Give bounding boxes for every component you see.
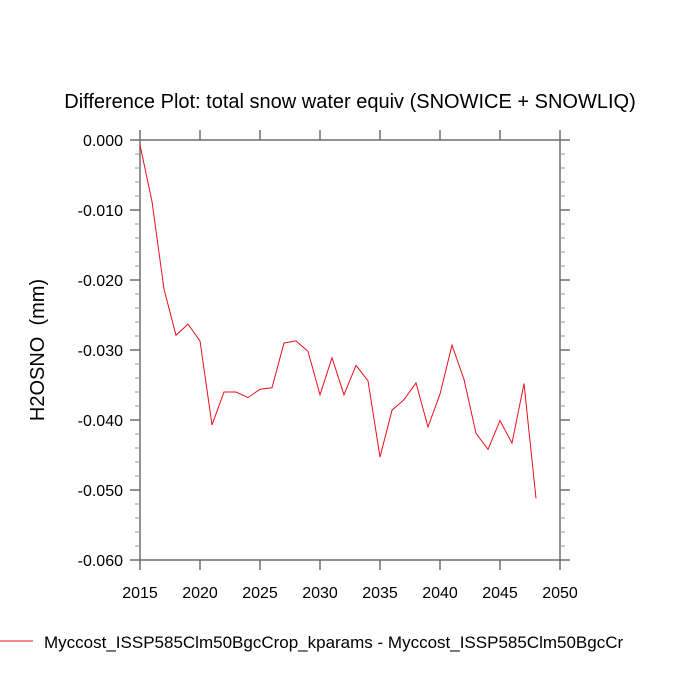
x-tick-label: 2030 (302, 585, 338, 602)
y-tick-labels: 0.000 -0.010 -0.020 -0.030 -0.040 -0.050 -0.06… (78, 133, 123, 570)
y-tick-label: 0.000 (83, 133, 123, 150)
x-tick-label: 2025 (242, 585, 278, 602)
axes (139, 139, 561, 561)
x-tick-label: 2020 (182, 585, 218, 602)
x-tick-label: 2015 (122, 585, 158, 602)
series-layer (139, 144, 537, 499)
series-line (139, 144, 537, 499)
ticks (130, 130, 570, 570)
legend: Myccost_ISSP585Clm50BgcCrop_kparams - My… (0, 633, 624, 652)
y-tick-label: -0.030 (78, 343, 123, 360)
y-axis-label: H2OSNO (mm) (27, 279, 49, 421)
x-tick-label: 2040 (422, 585, 458, 602)
x-tick-label: 2035 (362, 585, 398, 602)
y-tick-label: -0.050 (78, 483, 123, 500)
y-tick-label: -0.040 (78, 413, 123, 430)
y-tick-label: -0.060 (78, 553, 123, 570)
chart-title: Difference Plot: total snow water equiv … (64, 91, 635, 113)
x-tick-labels: 2015 2020 2025 2030 2035 2040 2045 2050 (122, 585, 578, 602)
x-tick-label: 2050 (542, 585, 578, 602)
x-tick-label: 2045 (482, 585, 518, 602)
legend-label: Myccost_ISSP585Clm50BgcCrop_kparams - My… (44, 633, 624, 652)
y-tick-label: -0.010 (78, 203, 123, 220)
y-tick-label: -0.020 (78, 273, 123, 290)
plot-frame (139, 139, 561, 561)
